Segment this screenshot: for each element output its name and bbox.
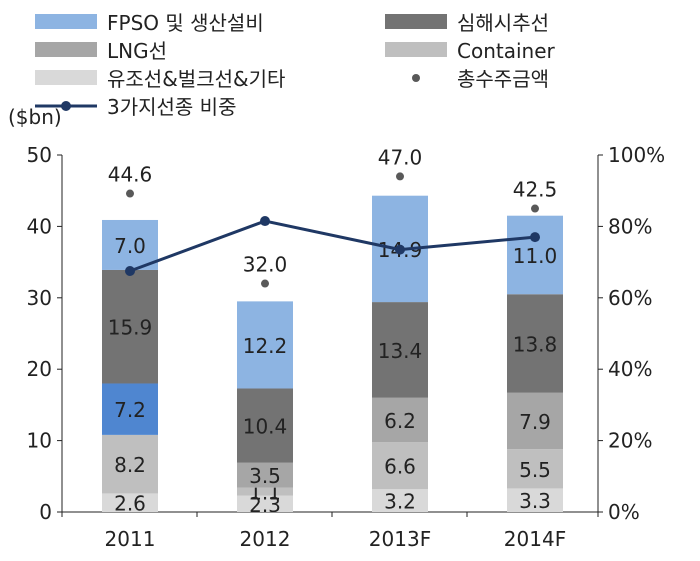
legend-swatch (35, 42, 97, 57)
bar-segment (102, 219, 158, 270)
bar-segment (372, 302, 428, 398)
plot-area: 0 10 20 30 40 50 0% 20% 40% 60% 80% 100% 2011 2012 201… (27, 143, 666, 551)
y-tick-label-right: 60% (608, 286, 652, 310)
bar-value-label: 7.9 (519, 410, 551, 434)
y-tick-label-right: 0% (608, 500, 640, 524)
total-dot (126, 189, 134, 198)
y-tick-label-left: 30 (27, 286, 52, 310)
total-dot (396, 172, 404, 181)
legend-swatch (385, 14, 447, 29)
x-tick-label: 2012 (240, 527, 291, 551)
bar-value-label: 3.5 (249, 464, 281, 488)
bar-segment (237, 301, 293, 389)
bar-segment (507, 449, 563, 489)
bar-value-label: 5.5 (519, 458, 551, 482)
share-line-point (395, 244, 405, 255)
bar-value-label: 15.9 (108, 316, 153, 340)
bar-value-label: 10.4 (243, 415, 288, 439)
legend-label: LNG선 (107, 39, 167, 63)
bar-segment (102, 493, 158, 512)
legend-label: 심해시추선 (457, 11, 549, 35)
bar-segment (372, 489, 428, 512)
share-line-point (260, 216, 270, 227)
bar-segment (102, 434, 158, 494)
bar-segment (507, 488, 563, 512)
y-tick-label-left: 10 (27, 429, 52, 453)
legend-swatch (35, 70, 97, 85)
y-tick-label-left: 20 (27, 357, 52, 381)
total-dot (261, 279, 269, 288)
legend-label: FPSO 및 생산설비 (107, 11, 264, 35)
bar-value-label: 6.6 (384, 455, 416, 479)
total-label: 47.0 (378, 145, 423, 169)
x-tick-label: 2014F (504, 527, 566, 551)
x-tick-label: 2013F (369, 527, 431, 551)
bar-value-label: 7.0 (114, 234, 146, 258)
legend-dot (412, 74, 420, 82)
share-line-point (530, 232, 540, 243)
total-label: 44.6 (108, 163, 153, 187)
y-tick-label-left: 0 (39, 500, 52, 524)
legend-label: Container (457, 39, 556, 63)
bar-segment (102, 383, 158, 435)
bar-value-label: 13.4 (378, 339, 423, 363)
legend-label: 3가지선종 비중 (107, 95, 236, 119)
y-axis-unit: ($bn) (8, 105, 62, 129)
y-tick-label-left: 50 (27, 143, 52, 167)
bar-segment (507, 294, 563, 393)
x-tick-label: 2011 (105, 527, 156, 551)
share-line (129, 219, 536, 273)
bar-value-label: 2.3 (249, 493, 281, 517)
bar-value-label: 2.6 (114, 492, 146, 516)
legend: FPSO 및 생산설비 심해시추선 LNG선 Container 유조선&벌크선&기타 총… (35, 11, 556, 119)
bar-value-label: 3.2 (384, 490, 416, 514)
bar-value-label: 12.2 (243, 334, 288, 358)
y-tick-label-right: 20% (608, 429, 652, 453)
legend-swatch (35, 14, 97, 29)
bar-value-label: 8.2 (114, 453, 146, 477)
bar-value-label: 6.2 (384, 409, 416, 433)
legend-swatch (385, 42, 447, 57)
bar-segment (237, 487, 293, 496)
legend-label: 유조선&벌크선&기타 (107, 67, 285, 91)
y-tick-label-left: 40 (27, 214, 52, 238)
bar-segment (372, 397, 428, 443)
bar-segment (102, 269, 158, 384)
y-tick-label-right: 80% (608, 214, 652, 238)
bar-value-label: 11.0 (513, 244, 558, 268)
share-line-point (125, 266, 135, 277)
total-dot (531, 204, 539, 213)
bar-segment (237, 388, 293, 463)
bar-segment (507, 215, 563, 295)
bar-segment (237, 462, 293, 488)
y-tick-label-right: 40% (608, 357, 652, 381)
bar-value-label: 3.3 (519, 489, 551, 513)
bar-value-label: 7.2 (114, 398, 146, 422)
bar-segment (237, 495, 293, 512)
bar-value-label: 13.8 (513, 332, 558, 356)
total-label: 32.0 (243, 253, 288, 277)
bar-segment (372, 442, 428, 490)
total-label: 42.5 (513, 178, 558, 202)
legend-label: 총수주금액 (457, 67, 549, 91)
legend-line-marker (61, 101, 71, 111)
y-tick-label-right: 100% (608, 143, 665, 167)
bar-segment (507, 392, 563, 450)
